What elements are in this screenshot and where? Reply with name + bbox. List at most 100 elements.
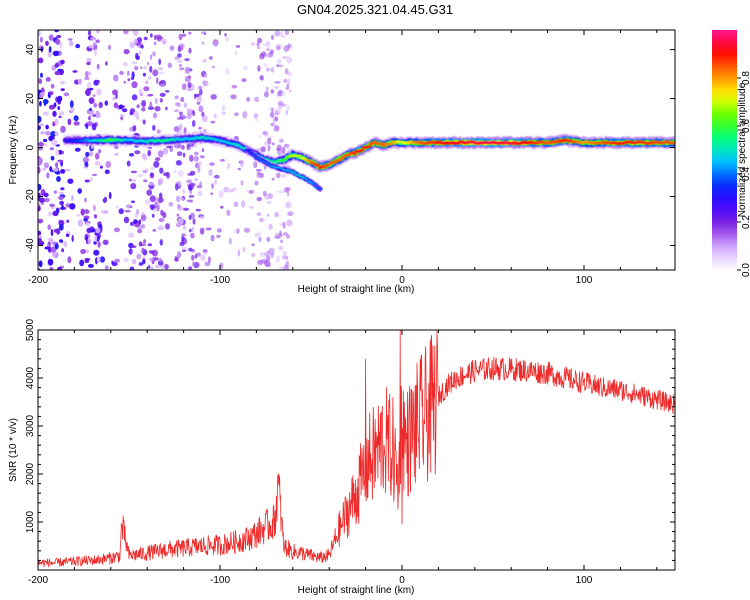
spectrogram-noise-cell [123, 80, 127, 84]
spectrogram-noise-cell [156, 129, 161, 134]
spectrogram-noise-cell [65, 233, 70, 237]
spectrogram-noise-cell [209, 162, 215, 166]
spectrogram-noise-cell [59, 239, 63, 243]
snr-y-tick-label: 4000 [25, 366, 36, 389]
spectrogram-noise-cell [278, 245, 284, 251]
spectrogram-noise-cell [131, 200, 135, 204]
spectrogram-noise-cell [283, 264, 289, 270]
spectrogram-noise-cell [131, 94, 138, 101]
spectrogram-noise-cell [132, 179, 136, 182]
spectrogram-noise-cell [194, 93, 200, 98]
spectrogram-noise-cell [177, 251, 182, 259]
colorbar-tick-label: 0.4 [741, 167, 750, 181]
spectrogram-noise-cell [126, 204, 132, 209]
spectrogram-noise-cell [58, 224, 64, 231]
spectrogram-noise-cell [230, 94, 237, 100]
spectrogram-noise-cell [175, 160, 182, 166]
spectrogram-noise-cell [58, 219, 65, 227]
spectrogram-noise-cell [274, 107, 281, 115]
spectrogram-noise-layer [38, 30, 294, 270]
spectrogram-noise-cell [143, 154, 147, 161]
snr-x-tick-label: -200 [28, 575, 48, 586]
spectrogram-noise-cell [111, 261, 118, 267]
spectrogram-noise-cell [156, 77, 159, 84]
spectrogram-noise-cell [285, 109, 289, 115]
spectrogram-noise-cell [118, 208, 124, 215]
spectrogram-noise-cell [245, 189, 249, 193]
spectrogram-noise-cell [61, 248, 65, 253]
colorbar-tick-label: 0.6 [741, 119, 750, 133]
spectrogram-noise-cell [67, 256, 72, 264]
spectrogram-noise-cell [270, 122, 275, 127]
spectrogram-noise-cell [85, 88, 91, 97]
spectrogram-noise-cell [118, 104, 124, 110]
spectrogram-noise-cell [159, 239, 163, 246]
spectrogram-ridge-cell [456, 142, 461, 145]
spectrogram-noise-cell [130, 182, 137, 190]
spectrogram-noise-cell [158, 71, 165, 75]
spectrogram-noise-cell [52, 50, 60, 57]
spectrogram-branch-cell [279, 168, 285, 170]
spectrogram-noise-cell [113, 227, 120, 233]
spectrogram-noise-cell [188, 147, 192, 150]
spectrogram-noise-cell [196, 96, 203, 103]
spectrogram-noise-cell [38, 125, 41, 131]
spectrogram-noise-cell [257, 230, 262, 238]
spectrogram-noise-cell [265, 40, 271, 48]
spectrogram-noise-cell [274, 81, 281, 84]
spectrogram-branch-cell [305, 179, 310, 181]
spectrogram-noise-cell [80, 208, 85, 216]
spectrogram-noise-cell [85, 71, 89, 79]
spectrogram-noise-cell [87, 238, 92, 244]
spectrogram-noise-cell [162, 147, 169, 155]
spectrogram-noise-cell [188, 266, 193, 270]
spectrogram-noise-cell [50, 229, 54, 237]
spectrogram-noise-cell [187, 82, 192, 89]
spectrogram-noise-cell [234, 50, 238, 55]
spectrogram-x-label: Height of straight line (km) [298, 284, 415, 295]
spectrogram-noise-cell [38, 57, 44, 64]
spectrogram-noise-cell [56, 176, 61, 182]
colorbar-tick-label: 0.2 [741, 215, 750, 229]
spectrogram-branch-cell [299, 176, 305, 178]
spectrogram-noise-cell [129, 221, 135, 226]
spectrogram-noise-cell [202, 80, 209, 87]
spectrogram-noise-cell [149, 101, 153, 108]
spectrogram-noise-cell [123, 49, 130, 55]
spectrogram-noise-cell [38, 141, 44, 147]
spectrogram-noise-cell [152, 124, 156, 131]
spectrogram-noise-cell [58, 115, 62, 119]
spectrogram-noise-cell [155, 157, 161, 162]
spectrogram-noise-cell [108, 44, 111, 51]
spectrogram-ridge-cell [381, 144, 386, 147]
spectrogram-noise-cell [188, 47, 192, 54]
spectrogram-noise-cell [154, 35, 157, 41]
spectrogram-noise-cell [276, 144, 282, 151]
spectrogram-noise-cell [91, 123, 97, 131]
spectrogram-branch-cell [277, 167, 283, 169]
spectrogram-noise-cell [146, 189, 153, 196]
spectrogram-x-tick-label: 0 [399, 275, 405, 286]
spectrogram-frame [37, 29, 676, 271]
spectrogram-noise-cell [92, 42, 97, 46]
spectrogram-y-tick-label: 0 [25, 144, 36, 150]
spectrogram-noise-cell [243, 227, 251, 233]
spectrogram-noise-cell [276, 172, 281, 179]
spectrogram-noise-cell [256, 41, 260, 48]
spectrogram-noise-cell [157, 67, 164, 71]
spectrogram-noise-cell [84, 123, 89, 127]
spectrogram-ridge-cell [232, 142, 237, 145]
spectrogram-noise-cell [142, 72, 146, 77]
spectrogram-noise-cell [269, 111, 275, 118]
spectrogram-ridge-cell [347, 153, 352, 156]
spectrogram-noise-cell [214, 179, 218, 185]
spectrogram-noise-cell [174, 95, 179, 100]
spectrogram-noise-cell [151, 213, 155, 218]
spectrogram-noise-cell [77, 188, 82, 194]
spectrogram-noise-cell [179, 241, 185, 247]
spectrogram-noise-cell [147, 149, 152, 157]
spectrogram-noise-cell [264, 260, 271, 267]
spectrogram-noise-cell [94, 152, 100, 160]
spectrogram-noise-cell [69, 203, 76, 210]
spectrogram-noise-cell [176, 213, 180, 217]
